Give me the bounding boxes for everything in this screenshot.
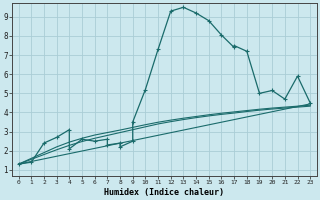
X-axis label: Humidex (Indice chaleur): Humidex (Indice chaleur): [104, 188, 224, 197]
